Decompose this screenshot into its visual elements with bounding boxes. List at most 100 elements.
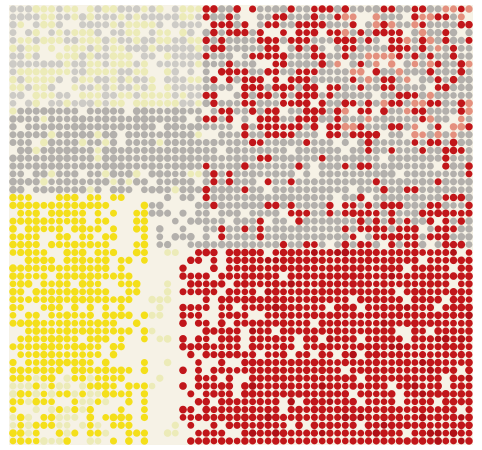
mosaic-dot	[187, 146, 195, 155]
mosaic-dot	[457, 350, 466, 359]
mosaic-dot	[333, 76, 342, 84]
mosaic-dot	[9, 406, 17, 413]
mosaic-dot	[125, 139, 133, 146]
mosaic-dot	[48, 288, 56, 296]
mosaic-dot	[303, 131, 311, 139]
mosaic-dot	[164, 178, 172, 186]
mosaic-dot	[171, 44, 180, 53]
mosaic-dot	[48, 170, 56, 178]
mosaic-dot	[225, 390, 234, 398]
mosaic-dot	[63, 115, 71, 123]
mosaic-dot	[380, 201, 388, 210]
mosaic-dot	[364, 437, 373, 445]
mosaic-dot	[310, 28, 319, 37]
mosaic-dot	[264, 115, 272, 123]
mosaic-dot	[465, 358, 473, 367]
mosaic-dot	[249, 437, 257, 445]
mosaic-dot	[318, 5, 326, 13]
mosaic-dot	[287, 280, 295, 288]
mosaic-dot	[55, 123, 64, 131]
mosaic-dot	[341, 248, 350, 257]
mosaic-dot	[326, 374, 334, 382]
mosaic-dot	[32, 178, 40, 186]
mosaic-dot	[9, 225, 17, 233]
mosaic-dot	[272, 76, 280, 84]
mosaic-dot	[272, 13, 280, 21]
mosaic-dot	[63, 36, 71, 44]
mosaic-dot	[372, 304, 380, 311]
mosaic-dot	[349, 350, 357, 359]
mosaic-dot	[310, 335, 319, 343]
mosaic-dot	[411, 36, 419, 44]
mosaic-dot	[326, 421, 334, 430]
mosaic-dot	[248, 390, 257, 398]
mosaic-dot	[295, 146, 303, 155]
mosaic-dot	[24, 233, 33, 241]
mosaic-dot	[225, 343, 233, 351]
mosaic-dot	[302, 390, 311, 398]
mosaic-dot	[202, 5, 210, 13]
mosaic-dot	[395, 146, 403, 154]
mosaic-dot	[272, 343, 280, 351]
mosaic-dot	[9, 233, 17, 241]
mosaic-dot	[295, 5, 303, 13]
mosaic-dot	[233, 343, 241, 351]
mosaic-dot	[411, 248, 419, 257]
mosaic-dot	[86, 437, 95, 445]
mosaic-dot	[349, 358, 357, 367]
mosaic-dot	[295, 272, 303, 280]
mosaic-dot	[40, 350, 48, 359]
mosaic-dot	[233, 75, 241, 84]
mosaic-dot	[287, 201, 295, 210]
mosaic-dot	[310, 382, 318, 390]
mosaic-dot	[256, 123, 264, 131]
mosaic-dot	[94, 123, 102, 131]
mosaic-dot	[40, 382, 48, 390]
mosaic-dot	[357, 382, 365, 390]
mosaic-dot	[249, 154, 256, 162]
mosaic-dot	[55, 13, 63, 21]
mosaic-dot	[411, 272, 419, 280]
mosaic-dot	[457, 202, 465, 209]
mosaic-dot	[326, 29, 334, 36]
mosaic-dot	[32, 107, 40, 115]
mosaic-dot	[171, 91, 179, 99]
mosaic-dot	[357, 131, 365, 139]
mosaic-dot	[302, 193, 311, 202]
mosaic-dot	[16, 130, 25, 139]
mosaic-dot	[449, 44, 458, 52]
mosaic-dot	[86, 178, 94, 186]
mosaic-dot	[140, 44, 149, 53]
mosaic-dot	[411, 123, 419, 131]
mosaic-dot	[148, 44, 156, 52]
mosaic-dot	[449, 342, 458, 351]
mosaic-dot	[434, 280, 442, 288]
mosaic-dot	[94, 138, 102, 147]
mosaic-dot	[256, 358, 264, 367]
mosaic-dot	[303, 240, 311, 249]
mosaic-dot	[264, 319, 272, 327]
mosaic-dot	[326, 201, 334, 210]
mosaic-dot	[380, 123, 388, 131]
mosaic-dot	[426, 28, 435, 37]
mosaic-dot	[396, 382, 403, 390]
mosaic-dot	[388, 272, 396, 280]
mosaic-dot	[187, 343, 195, 351]
mosaic-dot	[457, 75, 466, 84]
mosaic-dot	[280, 162, 287, 170]
mosaic-dot	[434, 429, 442, 437]
mosaic-dot	[333, 217, 342, 225]
mosaic-dot	[86, 154, 95, 163]
mosaic-dot	[218, 429, 226, 437]
mosaic-dot	[218, 139, 226, 146]
mosaic-dot	[256, 319, 264, 327]
mosaic-dot	[287, 225, 295, 233]
mosaic-dot	[356, 115, 365, 123]
mosaic-dot	[341, 240, 350, 249]
mosaic-dot	[164, 91, 172, 99]
mosaic-dot	[442, 264, 450, 272]
mosaic-dot	[403, 256, 411, 264]
mosaic-dot	[311, 280, 318, 288]
mosaic-dot	[372, 5, 381, 13]
mosaic-dot	[403, 154, 411, 162]
